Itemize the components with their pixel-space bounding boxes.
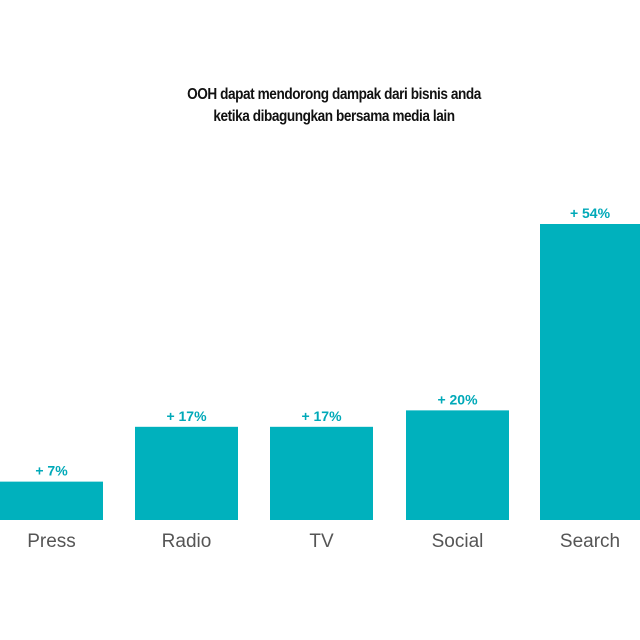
data-label-search: + 54% <box>570 205 611 221</box>
category-label-radio: Radio <box>162 531 212 552</box>
data-label-radio: + 17% <box>166 408 207 424</box>
chart-title-line-2: ketika dibagungkan bersama media lain <box>213 108 455 125</box>
data-label-social: + 20% <box>437 391 478 407</box>
bar-tv <box>270 426 373 520</box>
bar-social <box>406 410 509 520</box>
bar-radio <box>135 426 238 520</box>
category-label-tv: TV <box>309 531 334 552</box>
bar-press <box>0 481 103 520</box>
bar-search <box>540 224 640 520</box>
data-label-press: + 7% <box>35 463 68 479</box>
chart-title-line-1: OOH dapat mendorong dampak dari bisnis a… <box>187 86 481 103</box>
category-label-social: Social <box>432 531 484 552</box>
chart-title: OOH dapat mendorong dampak dari bisnis a… <box>50 84 618 128</box>
category-label-search: Search <box>560 531 620 552</box>
data-label-tv: + 17% <box>301 408 342 424</box>
category-label-press: Press <box>27 531 76 552</box>
